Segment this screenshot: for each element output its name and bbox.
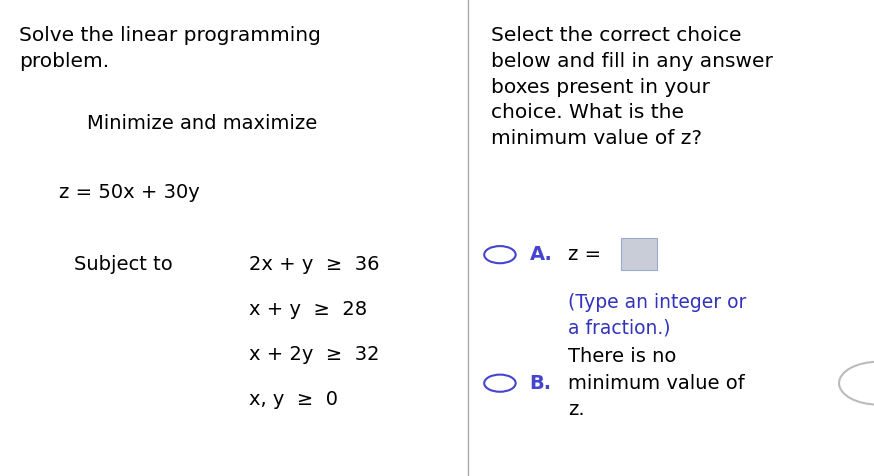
Text: z =: z = — [568, 245, 601, 264]
Text: A.: A. — [530, 245, 552, 264]
Text: Solve the linear programming
problem.: Solve the linear programming problem. — [19, 26, 321, 71]
Text: Select the correct choice
below and fill in any answer
boxes present in your
cho: Select the correct choice below and fill… — [491, 26, 773, 148]
Text: Minimize and maximize: Minimize and maximize — [87, 114, 317, 133]
Text: Subject to: Subject to — [74, 255, 173, 274]
Text: 2x + y  ≥  36: 2x + y ≥ 36 — [249, 255, 379, 274]
Text: There is no
minimum value of
z.: There is no minimum value of z. — [568, 347, 745, 419]
Text: z = 50x + 30y: z = 50x + 30y — [59, 183, 200, 202]
Text: x + 2y  ≥  32: x + 2y ≥ 32 — [249, 345, 379, 364]
FancyBboxPatch shape — [621, 238, 657, 270]
Text: B.: B. — [530, 374, 551, 393]
Text: x, y  ≥  0: x, y ≥ 0 — [249, 390, 338, 409]
Text: x + y  ≥  28: x + y ≥ 28 — [249, 300, 367, 319]
Text: (Type an integer or
a fraction.): (Type an integer or a fraction.) — [568, 293, 746, 337]
